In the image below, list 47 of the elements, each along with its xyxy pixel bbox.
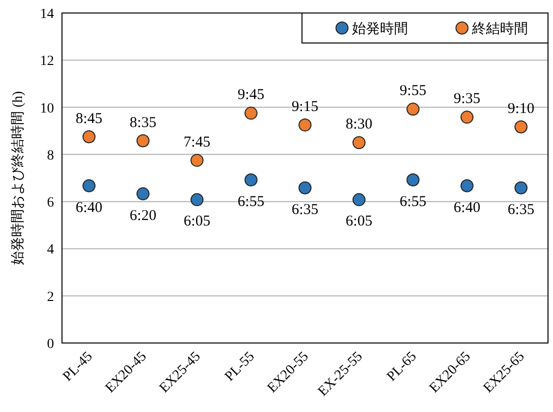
point: [352, 193, 366, 206]
point: [298, 181, 312, 194]
point: [244, 106, 258, 120]
data-label: 6:40: [454, 200, 480, 216]
point: [406, 173, 420, 186]
point: [352, 136, 366, 150]
point: [190, 193, 204, 206]
y-tick-label: 2: [47, 290, 54, 305]
data-label: 6:35: [508, 202, 534, 218]
point: [136, 134, 150, 148]
y-tick-label: 6: [47, 196, 54, 211]
point: [82, 130, 96, 144]
y-tick-label: 12: [40, 54, 54, 70]
y-tick-label: 4: [47, 242, 54, 258]
data-label: 9:45: [238, 87, 264, 104]
legend-label: 始発時間: [352, 21, 408, 37]
data-label: 6:05: [346, 214, 372, 230]
point: [190, 154, 204, 167]
data-label: 9:35: [454, 91, 480, 108]
y-axis-title: 始発時間および終結時間 (h): [10, 90, 26, 265]
point: [406, 102, 420, 116]
data-label: 8:30: [346, 116, 372, 133]
data-label: 9:55: [400, 83, 426, 100]
data-label: 6:55: [238, 194, 264, 210]
point: [82, 179, 96, 192]
data-label: 6:05: [184, 214, 210, 230]
data-label: 9:15: [292, 98, 318, 115]
point: [298, 118, 312, 132]
point: [460, 110, 474, 124]
data-label: 6:55: [400, 194, 426, 210]
point: [460, 179, 474, 192]
y-tick-label: 8: [47, 148, 54, 164]
data-label: 9:10: [508, 100, 534, 117]
legend-label: 終結時間: [471, 21, 528, 37]
point: [514, 181, 528, 194]
point: [136, 187, 150, 200]
y-tick-label: 0: [47, 337, 54, 352]
data-label: 8:45: [76, 110, 102, 127]
point: [514, 120, 528, 134]
data-label: 6:35: [292, 202, 318, 218]
point: [244, 173, 258, 186]
y-tick-label: 10: [40, 101, 54, 116]
y-tick-label: 14: [40, 7, 54, 22]
data-label: 6:40: [76, 200, 102, 216]
data-label: 8:35: [130, 114, 156, 131]
data-label: 6:20: [130, 208, 156, 224]
data-label: 7:45: [184, 134, 210, 150]
